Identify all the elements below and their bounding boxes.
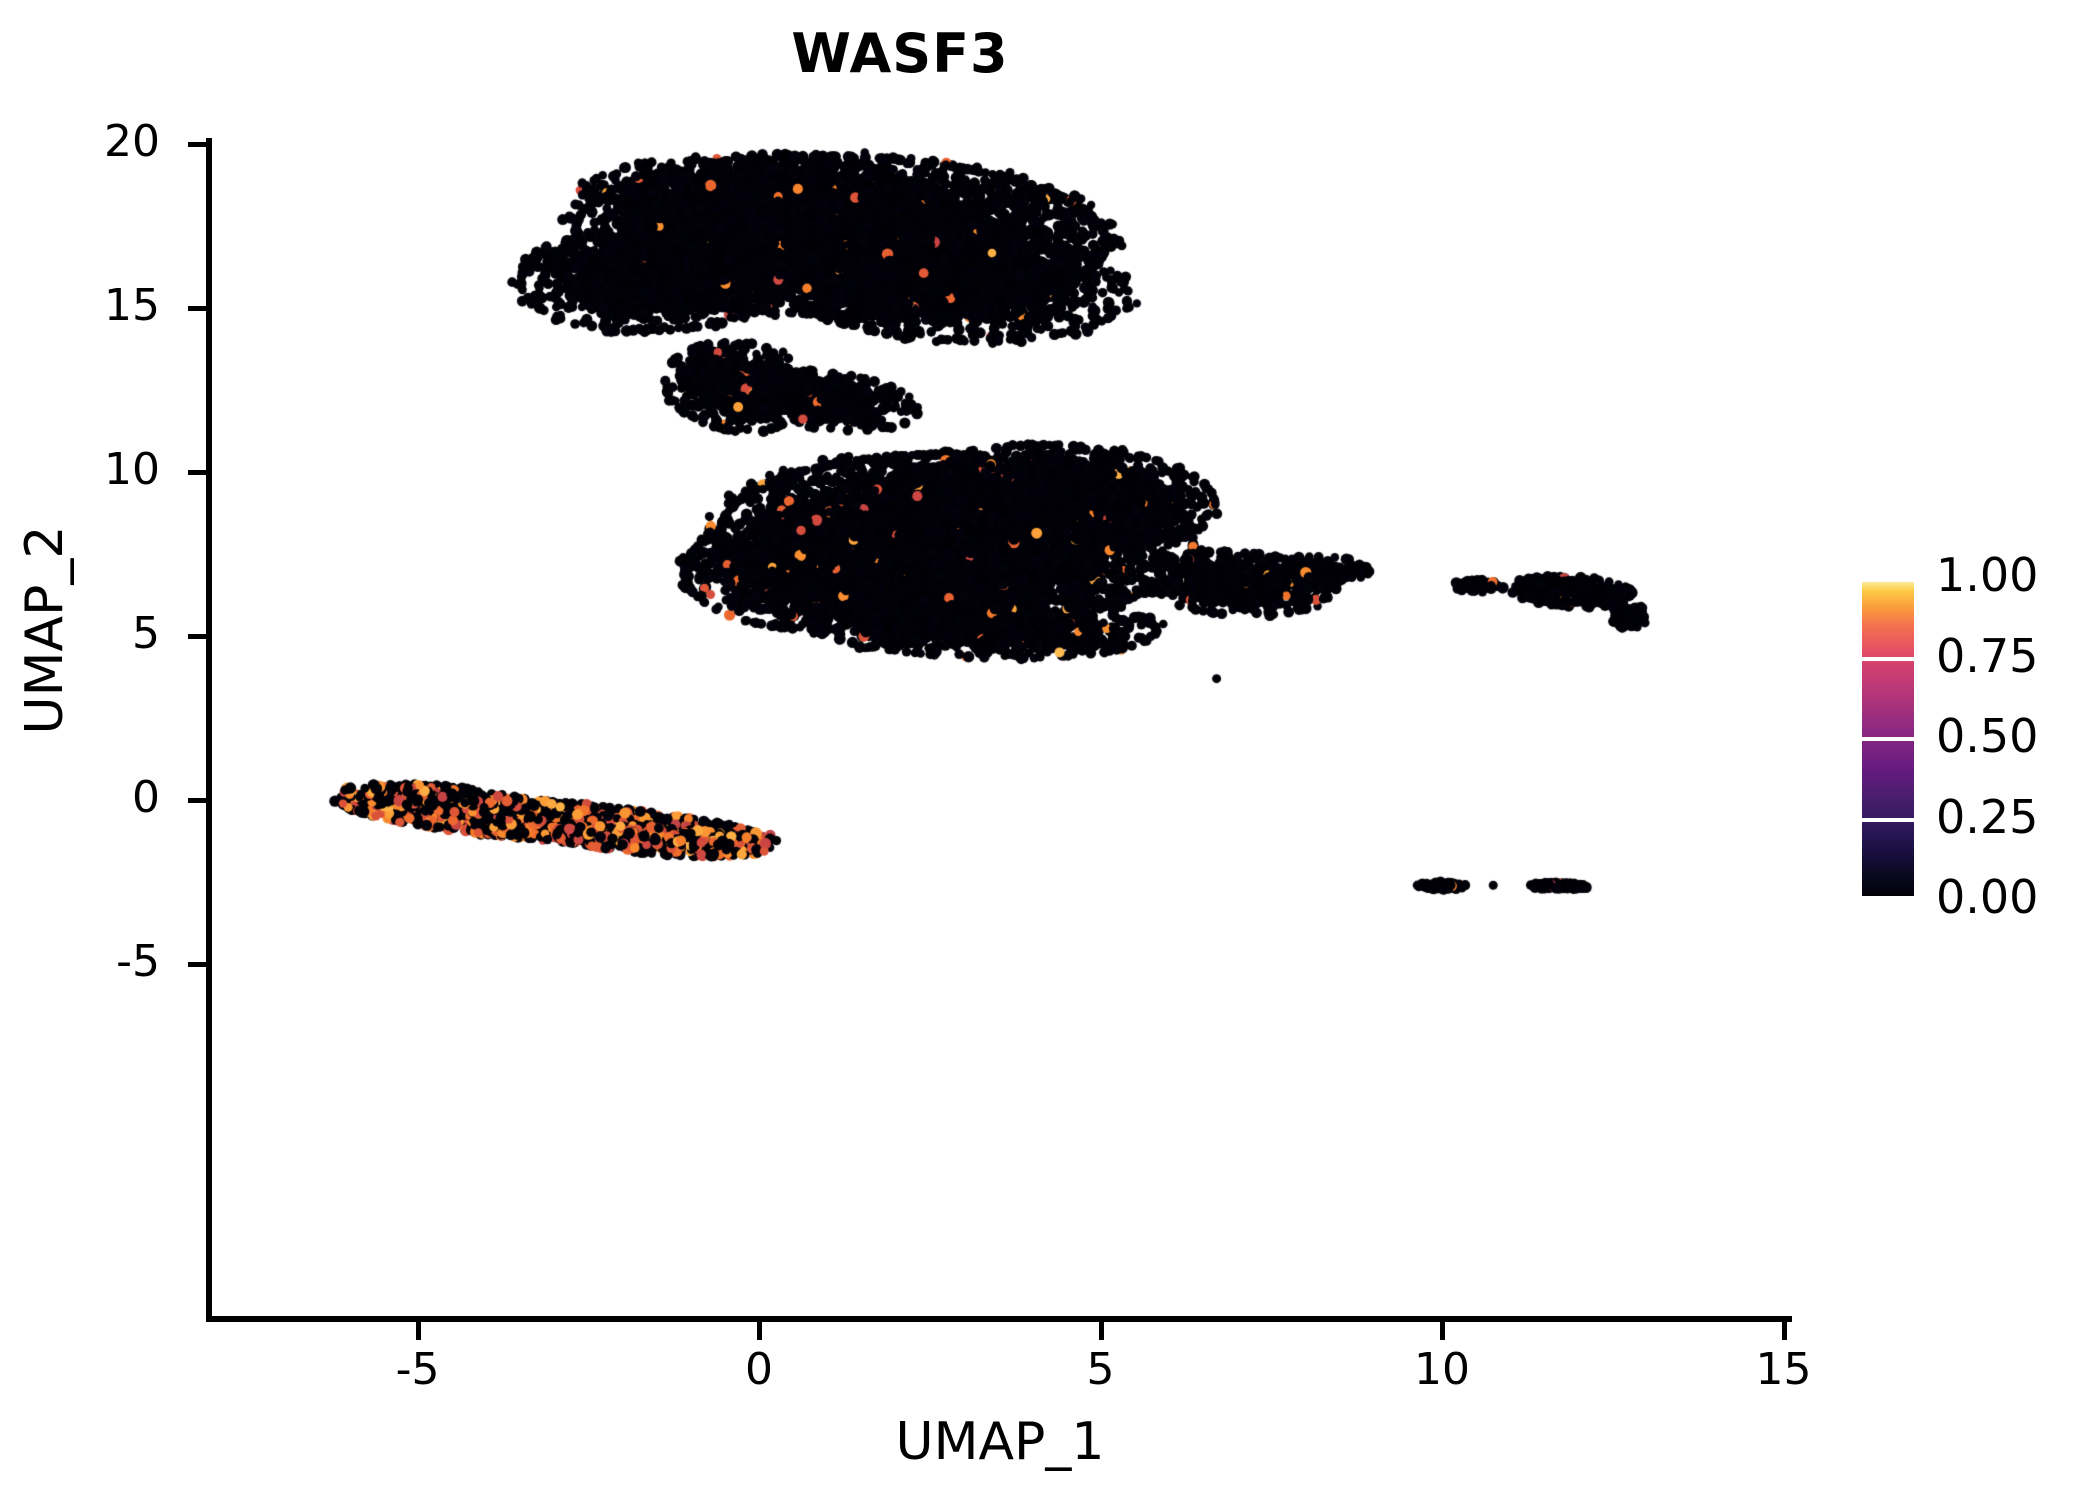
y-tick-label: 15	[104, 280, 160, 331]
colorbar-tick-mark	[1862, 817, 1914, 822]
x-tick-mark	[1098, 1322, 1104, 1340]
y-tick-label: -5	[116, 936, 160, 987]
colorbar-tick-label: 0.75	[1936, 628, 2039, 683]
page-title: WASF3	[791, 22, 1009, 85]
x-tick-label: 0	[745, 1344, 773, 1395]
y-axis-label: UMAP_2	[15, 525, 75, 735]
y-tick-mark	[188, 142, 206, 147]
x-tick-mark	[757, 1322, 762, 1340]
y-axis-spine	[206, 138, 212, 1322]
x-tick-label: 10	[1414, 1344, 1470, 1395]
x-tick-mark	[1781, 1322, 1787, 1340]
colorbar-tick-label: 1.00	[1936, 548, 2039, 602]
y-tick-mark	[188, 634, 206, 639]
y-tick-mark	[188, 470, 206, 475]
x-axis-label: UMAP_1	[895, 1412, 1105, 1472]
x-axis-spine	[206, 1316, 1792, 1322]
x-tick-label: 15	[1755, 1344, 1812, 1395]
x-tick-label: -5	[395, 1344, 440, 1395]
y-tick-label: 20	[104, 116, 160, 167]
scatter-plot-area	[210, 140, 1790, 1320]
y-tick-label: 5	[132, 608, 160, 659]
y-tick-mark	[188, 962, 206, 967]
y-tick-mark	[188, 798, 206, 803]
y-tick-mark	[188, 306, 206, 311]
colorbar-tick-label: 0.25	[1936, 789, 2039, 844]
colorbar-tick-label: 0.50	[1936, 709, 2039, 763]
colorbar-tick-mark	[1862, 578, 1914, 582]
colorbar: 1.00 0.75 0.50 0.25 0.00	[1862, 552, 2082, 920]
colorbar-tick-label: 0.00	[1936, 870, 2039, 924]
x-tick-label: 5	[1086, 1344, 1115, 1395]
scatter-canvas	[210, 140, 1790, 1320]
colorbar-tick-mark	[1862, 737, 1914, 741]
colorbar-tick-mark	[1862, 656, 1914, 661]
y-tick-label: 10	[104, 444, 160, 495]
x-tick-mark	[1440, 1322, 1445, 1340]
y-tick-label: 0	[132, 772, 160, 823]
x-tick-mark	[415, 1322, 421, 1340]
colorbar-tick-mark	[1862, 896, 1914, 900]
